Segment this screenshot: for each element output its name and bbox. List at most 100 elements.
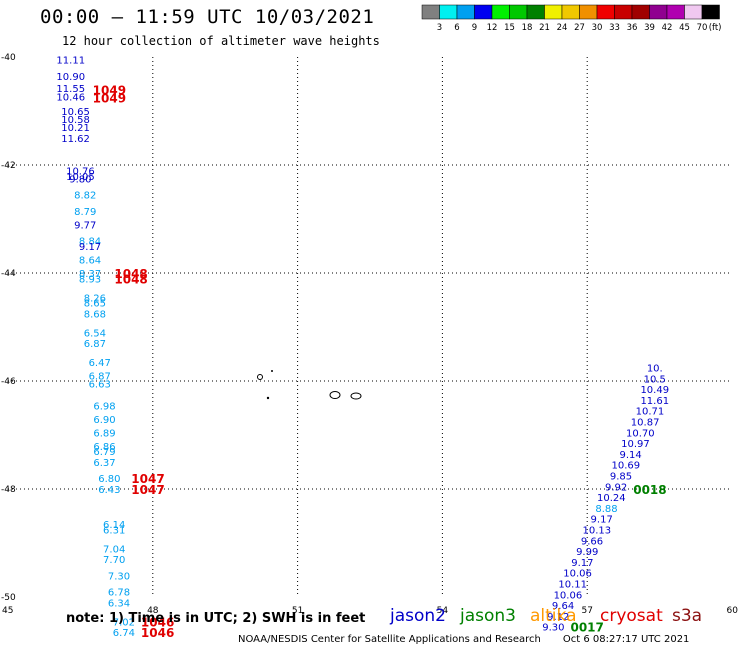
wave-height-label: 10.65	[61, 107, 90, 118]
wave-height-label: 10.21	[61, 123, 90, 134]
colorbar-swatch	[491, 4, 510, 20]
wave-height-label: 7.70	[103, 555, 125, 566]
wave-height-label: 6.87	[84, 339, 106, 350]
colorbar-label: 36	[627, 23, 638, 33]
wave-height-label: 11.62	[61, 134, 90, 145]
wave-height-label: 9.80	[69, 175, 91, 186]
time-label: 0018	[633, 483, 666, 497]
wave-height-label: 6.37	[93, 458, 115, 469]
wave-height-label: 10.06	[563, 569, 592, 580]
wave-height-label: 6.80	[98, 474, 120, 485]
time-label: 1048	[114, 272, 147, 286]
wave-height-label: 6.78	[108, 588, 130, 599]
x-tick-label: 48	[147, 606, 159, 616]
island-outline	[257, 374, 263, 380]
time-label: 1046	[141, 626, 174, 640]
wave-height-label: 6.31	[103, 526, 125, 537]
colorbar-legend: 3 6 9 12 15 18 21 24 27 30 33 36 39 42 45 70 (ft)	[421, 4, 722, 33]
wave-height-label: 10.46	[56, 92, 85, 103]
wave-height-label: 6.87	[89, 372, 111, 383]
colorbar-swatch	[439, 4, 458, 20]
y-tick-label: -42	[1, 161, 16, 171]
wave-height-label: 10.06	[554, 590, 583, 601]
wave-height-label: 9.17	[591, 515, 613, 526]
wave-height-label: 10.	[647, 364, 663, 375]
wave-height-label: 7.04	[103, 544, 125, 555]
x-tick-label: 54	[437, 606, 449, 616]
colorbar-label: 45	[679, 23, 690, 33]
y-tick-label: -46	[1, 377, 16, 387]
colorbar-label: 27	[574, 23, 585, 33]
colorbar-swatch	[649, 4, 668, 20]
wave-height-label: 8.65	[84, 299, 106, 310]
wave-height-label: 10.90	[56, 72, 85, 83]
wave-height-label: 10.76	[66, 166, 95, 177]
time-label: 1046	[141, 615, 174, 629]
island-outlines	[257, 370, 362, 400]
colorbar-swatch	[684, 4, 703, 20]
legend-jason2: jason2	[390, 606, 446, 626]
colorbar-label: 3	[437, 23, 442, 33]
colorbar-swatch	[456, 4, 475, 20]
wave-height-label: 11.11	[56, 56, 85, 67]
time-label: 1047	[131, 483, 164, 497]
colorbar-swatch	[561, 4, 580, 20]
wave-height-label: 10.11	[558, 580, 587, 591]
wave-height-label: 9.17	[79, 242, 101, 253]
colorbar-label: 39	[644, 23, 655, 33]
y-tick-label: -40	[1, 53, 16, 63]
wave-height-label: 8.84	[79, 237, 101, 248]
chart-title: 00:00 – 11:59 UTC 10/03/2021	[40, 6, 375, 28]
colorbar-label: 70	[697, 23, 708, 33]
wave-height-label: 7.30	[108, 571, 130, 582]
wave-height-label: 9.66	[581, 536, 603, 547]
wave-height-label: 10.71	[636, 407, 665, 418]
colorbar-unit: (ft)	[709, 23, 722, 33]
wave-height-label: 11.61	[640, 396, 669, 407]
chart-subtitle: 12 hour collection of altimeter wave hei…	[62, 34, 380, 48]
legend-cryosat: cryosat	[600, 606, 663, 626]
colorbar-label: 21	[539, 23, 550, 33]
time-label: 1049	[93, 83, 126, 97]
island-outline	[271, 370, 273, 372]
wave-height-label: 8.88	[595, 504, 617, 515]
island-outline	[350, 392, 362, 400]
colorbar-swatch	[544, 4, 563, 20]
y-tick-label: -50	[1, 593, 16, 603]
wave-height-label: 9.17	[571, 558, 593, 569]
colorbar-label: 42	[662, 23, 673, 33]
island-outline	[266, 396, 270, 400]
wave-height-label: 7.02	[113, 617, 135, 628]
wave-height-label: 6.74	[113, 628, 135, 639]
wave-height-label: 6.90	[93, 415, 115, 426]
wave-height-label: 9.30	[542, 623, 564, 634]
colorbar-swatch	[614, 4, 633, 20]
wave-height-label: 6.98	[93, 401, 115, 412]
legend-altika: altika	[530, 606, 577, 626]
wave-height-label: 6.63	[89, 380, 111, 391]
wave-height-label: 6.47	[89, 358, 111, 369]
y-tick-label: -44	[1, 269, 16, 279]
wave-height-label: 8.26	[84, 293, 106, 304]
colorbar-swatch	[666, 4, 685, 20]
colorbar-label: 9	[472, 23, 477, 33]
wave-height-label: 10.97	[621, 439, 650, 450]
wave-height-label: 9.85	[610, 472, 632, 483]
x-tick-label: 57	[581, 606, 592, 616]
colorbar-label: 18	[522, 23, 533, 33]
island-outline	[329, 391, 341, 399]
legend-jason3: jason3	[460, 606, 516, 626]
wave-height-label: 10.58	[61, 115, 90, 126]
colorbar-swatch	[526, 4, 545, 20]
wave-height-label: 10.05	[66, 172, 95, 183]
colorbar-label: 12	[487, 23, 498, 33]
wave-height-label: 6.14	[103, 520, 125, 531]
wave-height-label: 10.87	[631, 418, 660, 429]
time-label: 1048	[114, 267, 147, 281]
generated-timestamp: Oct 6 08:27:17 UTC 2021	[562, 634, 690, 645]
wave-height-label: 6.34	[108, 598, 130, 609]
axis-ticks: 45 48 51 54 57 60 -40 -42 -44 -46 -48 -50	[1, 53, 738, 616]
